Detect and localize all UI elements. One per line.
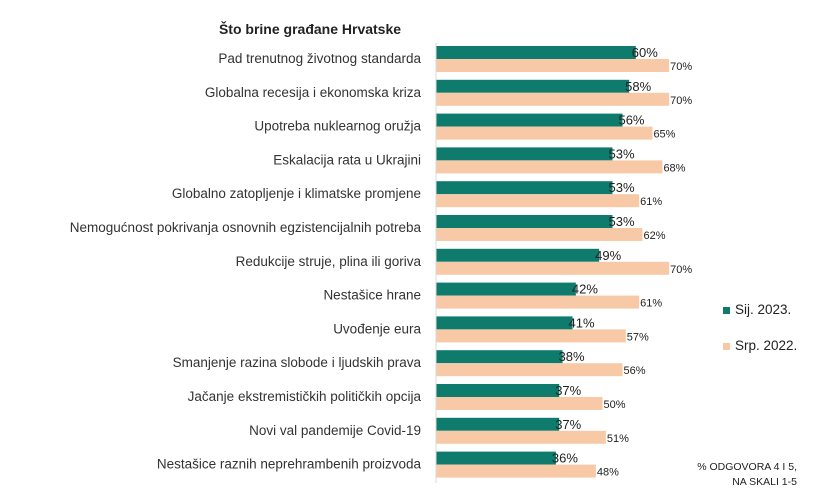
data-label-sij-2023: 37% (555, 383, 581, 398)
bar-sij-2023 (436, 316, 573, 330)
bar-srp-2022 (436, 430, 606, 444)
data-label-srp-2022: 70% (670, 61, 692, 73)
data-label-sij-2023: 56% (618, 113, 644, 128)
legend: Sij. 2023. Srp. 2022. (723, 302, 797, 353)
category-labels: Pad trenutnog životnog standarda Globalna… (70, 51, 422, 472)
legend-label: Sij. 2023. (735, 302, 791, 317)
data-label-sij-2023: 53% (608, 214, 634, 229)
bar-sij-2023 (436, 147, 613, 161)
bar-srp-2022 (436, 59, 670, 72)
data-label-srp-2022: 65% (653, 129, 675, 141)
data-label-sij-2023: 58% (625, 79, 651, 94)
data-label-sij-2023: 53% (608, 146, 634, 161)
bar-srp-2022 (436, 261, 670, 275)
data-label-sij-2023: 42% (572, 282, 598, 297)
data-label-srp-2022: 62% (643, 230, 665, 242)
bar-srp-2022 (436, 126, 653, 140)
data-label-srp-2022: 70% (670, 95, 692, 107)
category-label: Uvođenje eura (333, 321, 421, 336)
bar-srp-2022 (436, 329, 626, 343)
bar-srp-2022 (436, 160, 663, 174)
data-label-srp-2022: 61% (640, 298, 662, 310)
category-label: Globalna recesija i ekonomska kriza (205, 85, 422, 100)
bar-sij-2023 (436, 350, 563, 364)
data-label-srp-2022: 70% (670, 264, 692, 276)
bar-srp-2022 (436, 295, 640, 309)
data-label-sij-2023: 38% (559, 349, 585, 364)
bar-srp-2022 (436, 92, 670, 106)
data-label-srp-2022: 51% (607, 433, 629, 445)
category-label: Redukcije struje, plina ili goriva (236, 254, 422, 269)
bar-sij-2023 (436, 181, 613, 195)
legend-swatch (723, 307, 730, 314)
category-label: Pad trenutnog životnog standarda (218, 51, 421, 66)
data-label-sij-2023: 41% (569, 315, 595, 330)
bar-sij-2023 (436, 248, 600, 262)
bar-sij-2023 (436, 46, 636, 59)
bar-sij-2023 (436, 417, 560, 431)
bar-srp-2022 (436, 464, 596, 478)
category-label: Jačanje ekstremističkih političkih opcij… (188, 389, 422, 404)
data-label-sij-2023: 37% (555, 417, 581, 432)
data-label-sij-2023: 36% (552, 451, 578, 466)
data-label-srp-2022: 61% (640, 196, 662, 208)
bars (436, 46, 670, 478)
data-labels: 60% 70% 58% 70% 56% 65% 53% 68% 53% 61% 53% 62% 49% 7… (552, 45, 692, 479)
note-line-1: % ODGOVORA 4 I 5, (697, 461, 797, 473)
data-label-sij-2023: 53% (608, 180, 634, 195)
category-label: Eskalacija rata u Ukrajini (273, 152, 421, 167)
data-label-srp-2022: 50% (604, 399, 626, 411)
legend-label: Srp. 2022. (735, 338, 797, 353)
bar-srp-2022 (436, 228, 643, 241)
category-label: Upotreba nuklearnog oružja (254, 119, 421, 134)
bar-srp-2022 (436, 363, 623, 377)
category-label: Globalno zatopljenje i klimatske promjen… (172, 186, 421, 201)
bar-srp-2022 (436, 194, 640, 208)
bar-sij-2023 (436, 79, 630, 93)
data-label-srp-2022: 57% (627, 331, 649, 343)
bar-sij-2023 (436, 384, 560, 397)
category-label: Nestašice raznih neprehrambenih proizvod… (157, 457, 422, 472)
bar-srp-2022 (436, 397, 603, 410)
category-label: Nemogućnost pokrivanja osnovnih egzisten… (70, 220, 422, 235)
data-label-sij-2023: 49% (595, 248, 621, 263)
data-label-srp-2022: 68% (663, 162, 685, 174)
data-label-srp-2022: 56% (623, 365, 645, 377)
bar-sij-2023 (436, 215, 613, 228)
legend-swatch (723, 343, 730, 350)
data-label-sij-2023: 60% (632, 45, 658, 60)
category-label: Novi val pandemije Covid-19 (249, 423, 421, 438)
bar-sij-2023 (436, 113, 623, 127)
category-label: Nestašice hrane (323, 288, 421, 303)
bar-sij-2023 (436, 451, 556, 465)
note-line-2: NA SKALI 1-5 (732, 476, 797, 488)
bar-sij-2023 (436, 282, 576, 296)
data-label-srp-2022: 48% (597, 467, 619, 479)
category-label: Smanjenje razina slobode i ljudskih prav… (173, 355, 422, 370)
chart-title: Što brine građane Hrvatske (219, 20, 401, 37)
